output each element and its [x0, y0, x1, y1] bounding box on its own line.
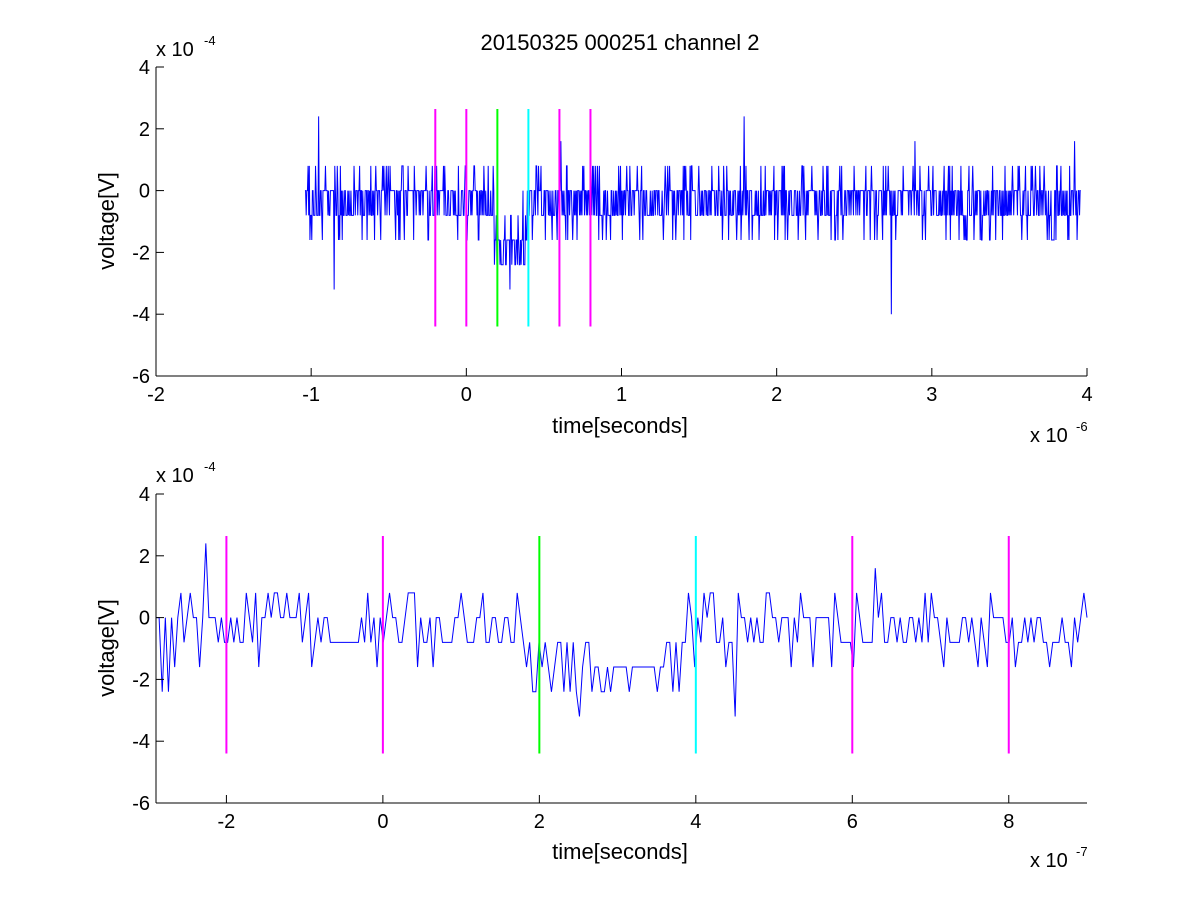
top-x-tick-label: 4 — [1081, 384, 1092, 406]
bottom-y-tick-label: 2 — [139, 546, 150, 568]
top-x-tick-label: 0 — [461, 384, 472, 406]
bottom-y-tick-label: -6 — [132, 793, 150, 815]
top-x-tick-label: 3 — [926, 384, 937, 406]
top-x-tick-label: 1 — [616, 384, 627, 406]
bottom-x-multiplier-base: x 10 — [1030, 850, 1068, 872]
top-y-tick-label: 2 — [139, 119, 150, 141]
bottom-y-tick-label: -2 — [132, 669, 150, 691]
bottom-y-axis-label: voltage[V] — [94, 599, 119, 697]
top-y-multiplier-exp: -4 — [204, 33, 216, 48]
top-marker-layer — [434, 109, 592, 327]
top-x-tick-label: -1 — [302, 384, 320, 406]
bottom-x-tick-label: 0 — [377, 811, 388, 833]
bottom-x-tick-label: 6 — [847, 811, 858, 833]
top-y-tick-label: 0 — [139, 181, 150, 203]
top-signal-line — [304, 116, 1081, 315]
bottom-signal-layer — [156, 543, 1088, 717]
top-y-multiplier: x 10 -4 — [156, 33, 216, 61]
bottom-marker-layer — [225, 536, 1010, 754]
top-x-tick-label: -2 — [147, 384, 165, 406]
bottom-y-multiplier-base: x 10 — [156, 465, 194, 487]
top-y-axis-label: voltage[V] — [94, 172, 119, 270]
top-tick-labels: -2 -1 0 1 2 3 4 -6 -4 -2 0 2 4 — [132, 57, 1092, 406]
top-y-tick-label: -4 — [132, 304, 150, 326]
bottom-x-tick-label: -2 — [218, 811, 236, 833]
bottom-x-tick-label: 8 — [1003, 811, 1014, 833]
top-x-tick-label: 2 — [771, 384, 782, 406]
bottom-axes-lines — [155, 493, 1087, 804]
top-axes-lines — [155, 66, 1088, 377]
bottom-y-tick-label: 4 — [139, 484, 150, 506]
bottom-x-tick-label: 2 — [534, 811, 545, 833]
top-signal-layer — [304, 116, 1081, 315]
top-y-tick-label: -6 — [132, 366, 150, 388]
bottom-y-tick-label: 0 — [139, 608, 150, 630]
bottom-x-multiplier-exp: -7 — [1076, 844, 1088, 859]
bottom-y-multiplier-exp: -4 — [204, 459, 216, 474]
top-y-tick-label: -2 — [132, 242, 150, 264]
bottom-x-tick-label: 4 — [690, 811, 701, 833]
top-x-multiplier: x 10 -6 — [1030, 419, 1088, 447]
bottom-axes: -2 0 2 4 6 8 -6 -4 -2 0 2 4 time[seconds] voltage[V… — [94, 459, 1088, 872]
top-x-multiplier-exp: -6 — [1076, 419, 1088, 434]
bottom-x-multiplier: x 10 -7 — [1030, 844, 1088, 872]
top-x-axis-label: time[seconds] — [552, 413, 688, 438]
bottom-tick-labels: -2 0 2 4 6 8 -6 -4 -2 0 2 4 — [132, 484, 1014, 833]
bottom-signal-line — [156, 543, 1088, 717]
chart-title: 20150325 000251 channel 2 — [481, 30, 760, 55]
top-y-tick-label: 4 — [139, 57, 150, 79]
bottom-x-axis-label: time[seconds] — [552, 839, 688, 864]
top-axes: -2 -1 0 1 2 3 4 -6 -4 -2 0 2 4 time[seconds] voltage… — [94, 33, 1093, 447]
bottom-y-multiplier: x 10 -4 — [156, 459, 216, 487]
top-y-multiplier-base: x 10 — [156, 39, 194, 61]
top-x-multiplier-base: x 10 — [1030, 425, 1068, 447]
bottom-y-tick-label: -4 — [132, 731, 150, 753]
